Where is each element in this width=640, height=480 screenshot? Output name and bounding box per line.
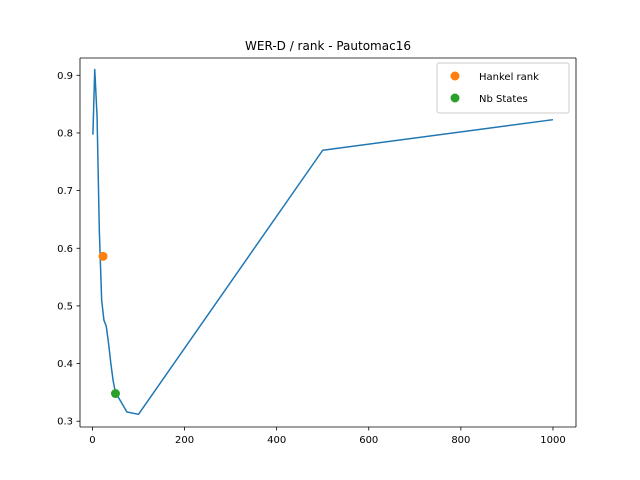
x-tick-label: 400 [267, 435, 286, 446]
x-tick-label: 600 [359, 435, 378, 446]
legend-label-nb-states: Nb States [479, 94, 528, 105]
legend: Hankel rank Nb States [436, 62, 570, 114]
y-tick-label: 0.5 [57, 301, 73, 312]
y-tick-label: 0.4 [57, 359, 73, 370]
y-tick-label: 0.7 [57, 186, 73, 197]
data-layer [92, 68, 554, 416]
legend-marker-nb-states [450, 93, 460, 103]
tick-layer: 0 200 400 600 800 1000 0.3 0.4 0.5 0.6 0.7 0.8 0.9 [57, 71, 566, 446]
series-line [92, 68, 554, 416]
hankel-rank-point [98, 251, 108, 261]
y-tick-label: 0.3 [57, 417, 73, 428]
x-tick-label: 0 [89, 435, 95, 446]
legend-marker-hankel-rank [450, 71, 460, 81]
y-tick-label: 0.6 [57, 244, 73, 255]
plot-area [80, 58, 576, 427]
x-tick-label: 1000 [540, 435, 565, 446]
x-tick-label: 200 [175, 435, 194, 446]
y-tick-label: 0.8 [57, 128, 73, 139]
y-tick-label: 0.9 [57, 71, 73, 82]
nb-states-point [110, 389, 120, 399]
axes-frame [79, 57, 577, 428]
legend-box [436, 62, 570, 114]
legend-label-hankel-rank: Hankel rank [479, 72, 539, 83]
x-tick-label: 800 [451, 435, 470, 446]
chart-title: WER-D / rank - Pautomac16 [245, 39, 411, 53]
